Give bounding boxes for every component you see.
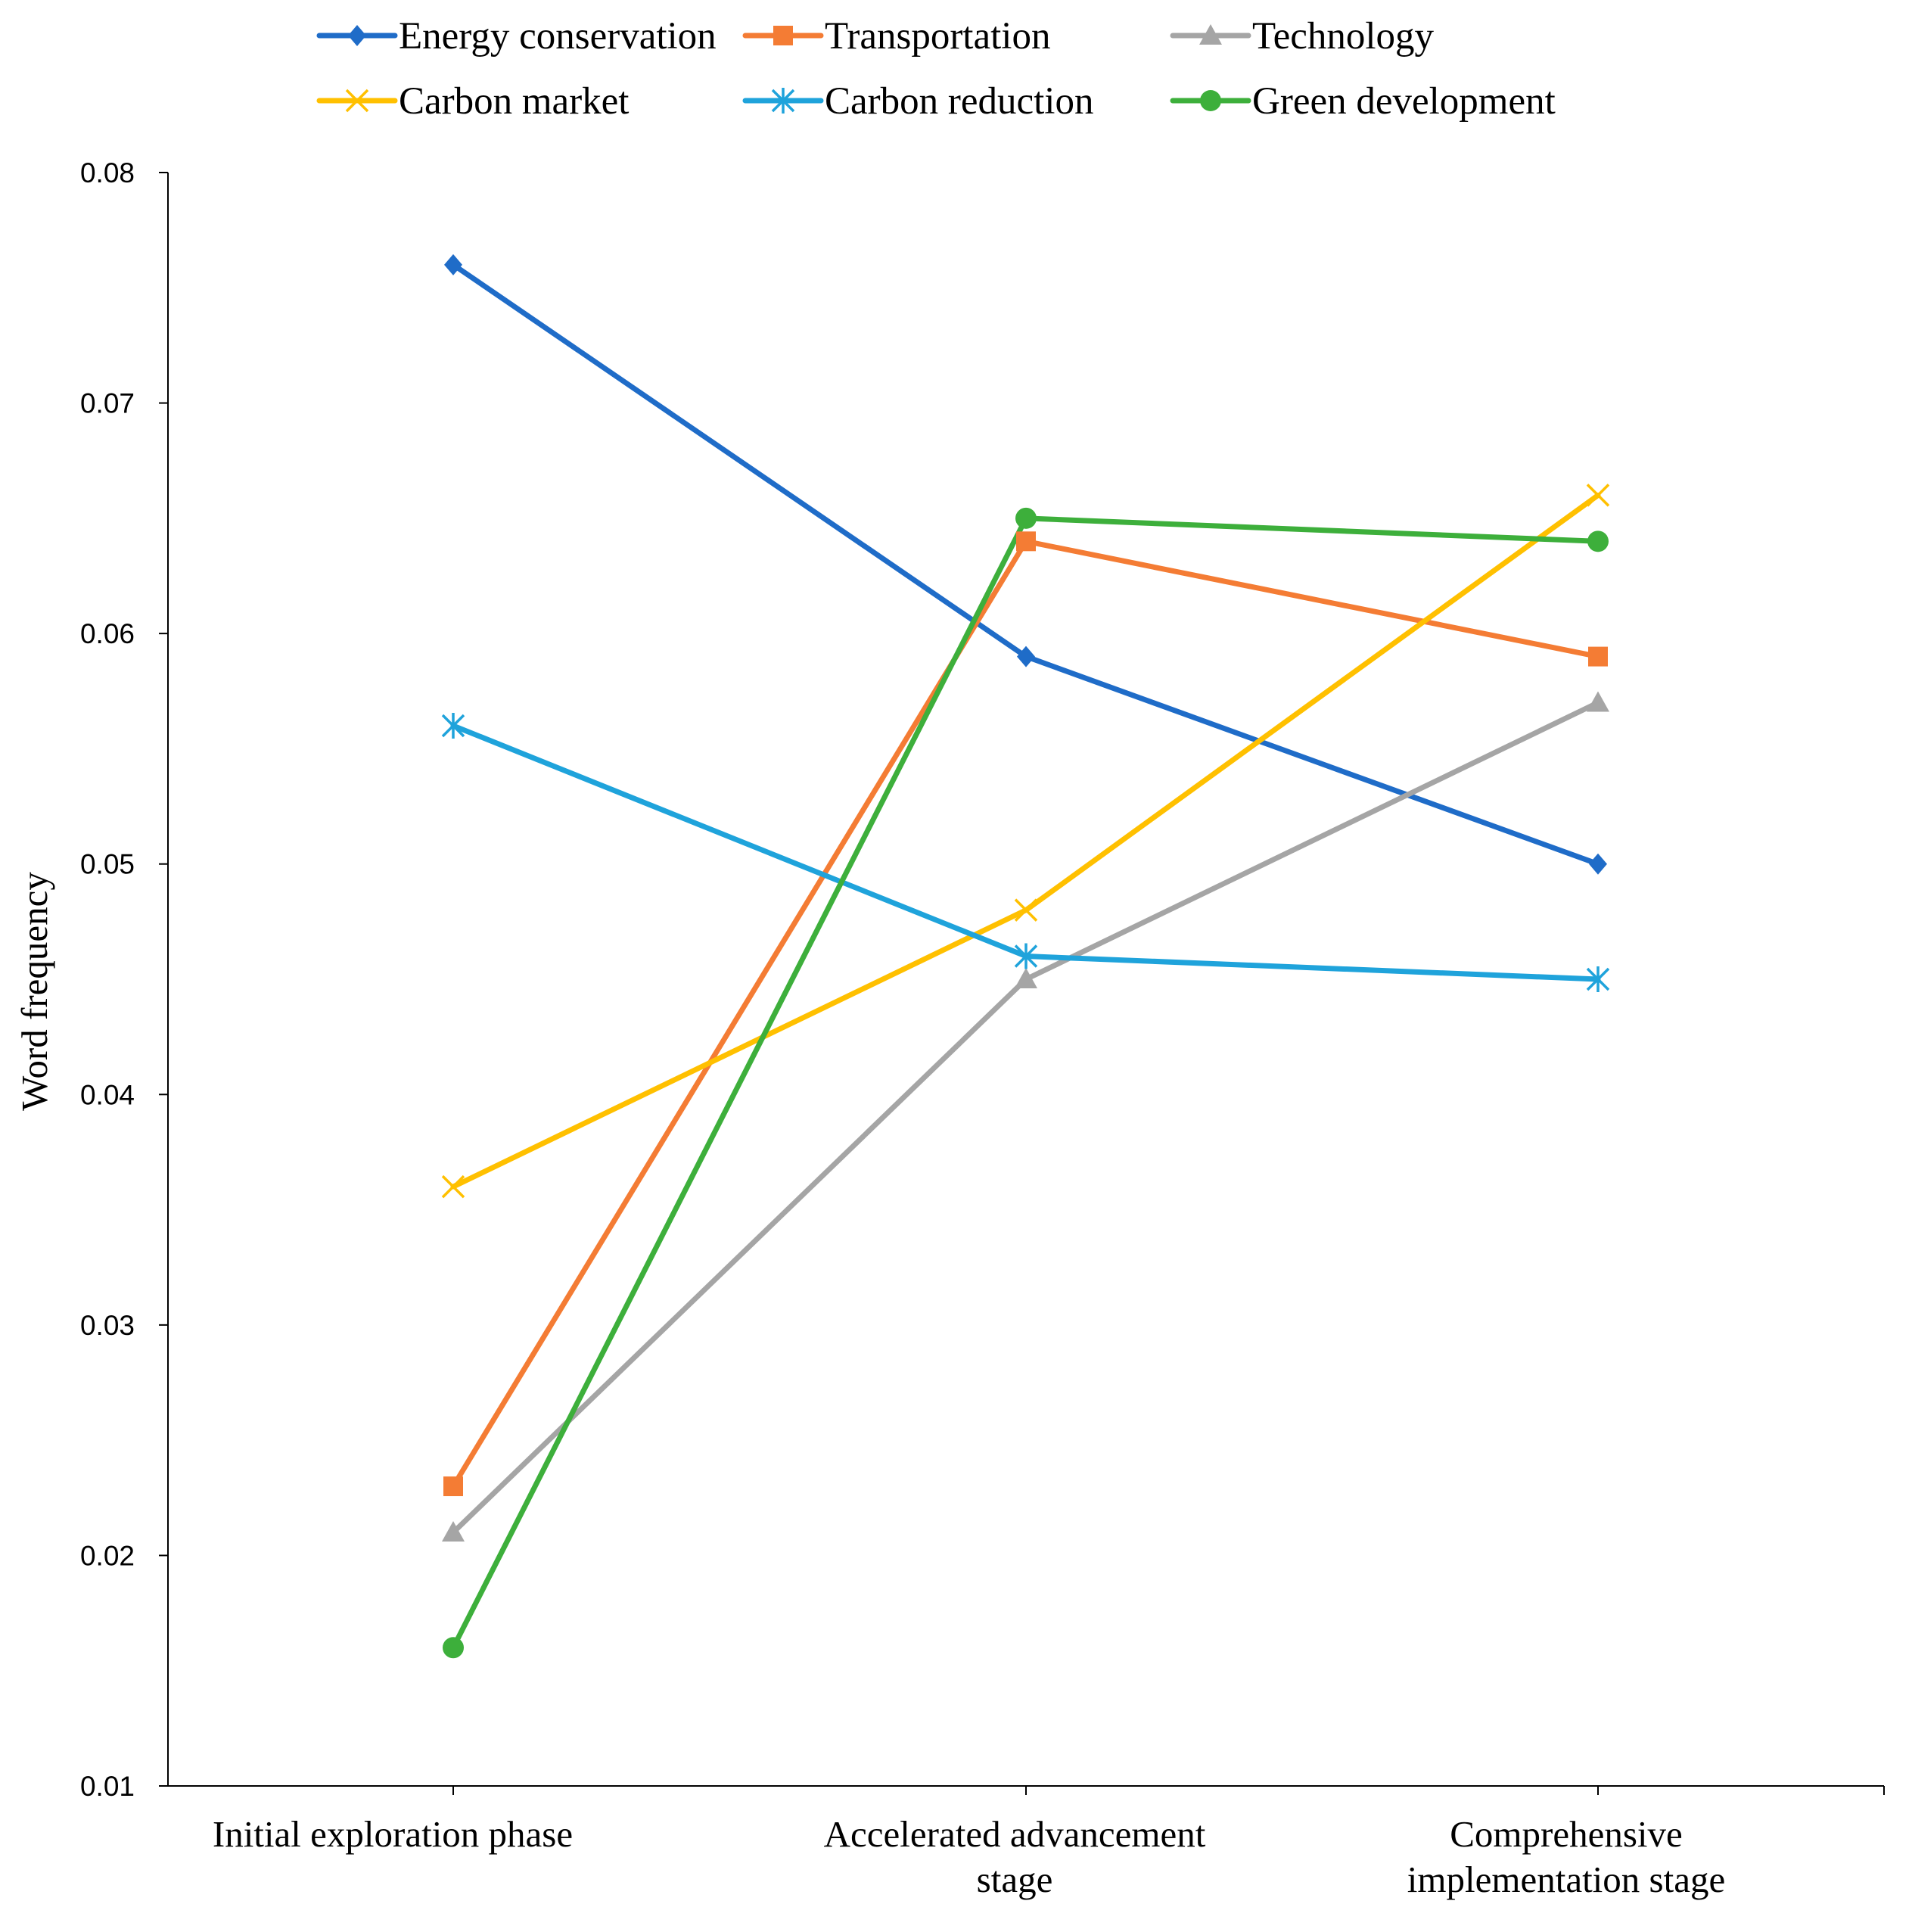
point-technology [442,1520,465,1542]
legend-label: Technology [1252,15,1435,58]
legend-item-technology: Technology [1170,15,1435,58]
y-tick-label: 0.06 [80,618,135,649]
legend-marker [773,26,793,45]
point-carbon-market [441,1174,465,1199]
y-tick-label: 0.05 [80,849,135,880]
legend-marker [348,25,366,46]
y-tick-label: 0.03 [80,1310,135,1341]
y-tick-label: 0.02 [80,1540,135,1571]
point-carbon-market [1586,484,1610,507]
point-green-development [1015,507,1037,529]
axes: 0.01 0.02 0.03 0.04 0.05 0.06 0.07 0.08 Initial … [80,157,1885,1900]
x-category-label: Initial exploration phase [213,1813,573,1855]
legend-label: Green development [1252,80,1556,123]
legend-item-transportation: Transportation [742,15,1050,58]
legend-item-carbon-reduction: Carbon reduction [742,80,1093,123]
point-carbon-reduction [441,712,465,739]
legend-label: Energy conservation [399,15,717,58]
y-axis-title: Word frequency [14,872,55,1111]
point-carbon-reduction [1014,943,1038,969]
series-markers [441,254,1610,1659]
point-transportation [1588,646,1608,667]
series-line-transportation [450,538,1601,1489]
point-green-development [443,1637,464,1659]
legend-label: Transportation [825,15,1050,58]
legend-marker [1199,24,1222,45]
series-line-energy-conservation [450,262,1601,867]
point-transportation [1016,531,1036,552]
y-tick-label: 0.07 [80,388,135,419]
point-green-development [1587,530,1609,552]
legend-item-carbon-market: Carbon market [316,80,629,123]
point-carbon-reduction [1586,966,1610,992]
legend-label: Carbon reduction [825,80,1093,123]
point-transportation [443,1476,463,1497]
legend-marker [771,88,795,114]
legend-marker [1200,90,1221,111]
point-carbon-market [1014,898,1038,922]
legend: Energy conservation Transportation Technol… [316,15,1556,123]
y-tick-label: 0.01 [80,1771,135,1802]
legend-item-energy-conservation: Energy conservation [316,15,717,58]
y-tick-label: 0.08 [80,157,135,188]
series-line-green-development [450,515,1601,1650]
series-line-technology [450,700,1601,1535]
legend-marker [345,89,369,113]
point-energy-conservation [444,254,462,275]
series-line-carbon-reduction [450,723,1601,982]
series-line-carbon-market [450,492,1601,1190]
point-technology [1015,968,1037,988]
x-category-label: Comprehensive implementation stage [1407,1813,1725,1900]
y-tick-label: 0.04 [80,1079,135,1110]
legend-label: Carbon market [399,80,629,123]
legend-item-green-development: Green development [1170,80,1556,123]
point-energy-conservation [1017,646,1035,667]
point-energy-conservation [1589,853,1607,875]
point-technology [1587,691,1609,712]
x-category-label: Accelerated advancement stage [824,1813,1206,1900]
